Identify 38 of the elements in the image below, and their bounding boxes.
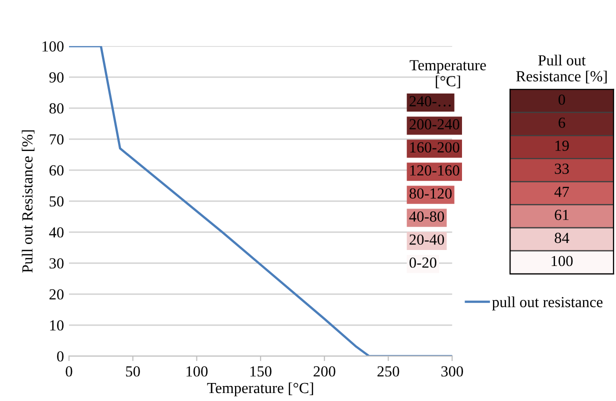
- data-label: 61: [554, 210, 569, 220]
- y-axis-title: Pull out Resistance [%]: [22, 130, 34, 273]
- data-label: 19: [555, 140, 569, 151]
- data-label: 100: [552, 256, 573, 266]
- x-tick-label: 50: [126, 366, 140, 377]
- y-tick-label: 90: [49, 72, 64, 83]
- x-tick-label: 300: [441, 366, 464, 377]
- x-tick-label: 0: [66, 366, 72, 377]
- x-tick-label: 200: [314, 366, 336, 377]
- y-tick-label: 0: [57, 351, 64, 362]
- y-tick-label: 0-20: [410, 257, 436, 268]
- data-label: 33: [554, 164, 569, 174]
- y-tick-label: 100: [42, 41, 64, 52]
- y-tick-label: 80-120: [410, 188, 452, 199]
- x-tick-label: 250: [378, 366, 400, 377]
- y-tick-label: 40: [49, 227, 64, 238]
- y-tick-label: 20: [50, 289, 64, 300]
- y-tick-label: 60: [50, 165, 64, 176]
- x-tick-label: 100: [186, 366, 208, 377]
- data-label: 0: [558, 94, 566, 105]
- legend-label: pull out resistance: [492, 296, 602, 310]
- y-axis-title: Temperature [°C]: [410, 60, 486, 88]
- y-tick-label: 20-40: [410, 234, 444, 245]
- y-tick-label: 50: [50, 196, 64, 207]
- data-label: 47: [554, 186, 569, 197]
- x-tick-label: 150: [250, 366, 272, 377]
- y-tick-label: 40-80: [409, 211, 444, 222]
- y-tick-label: 10: [50, 320, 64, 331]
- data-label: 84: [554, 232, 570, 244]
- y-tick-label: 70: [50, 134, 64, 145]
- y-tick-label: 120-160: [410, 165, 460, 176]
- y-tick-label: 160-200: [410, 142, 460, 153]
- y-tick-label: 200-240: [410, 119, 460, 130]
- y-tick-label: 30: [50, 258, 64, 269]
- x-axis-title: Temperature [°C]: [207, 382, 314, 396]
- y-tick-label: 80: [49, 103, 64, 114]
- y-tick-label: 240-…: [410, 96, 451, 106]
- data-label: 6: [558, 118, 566, 128]
